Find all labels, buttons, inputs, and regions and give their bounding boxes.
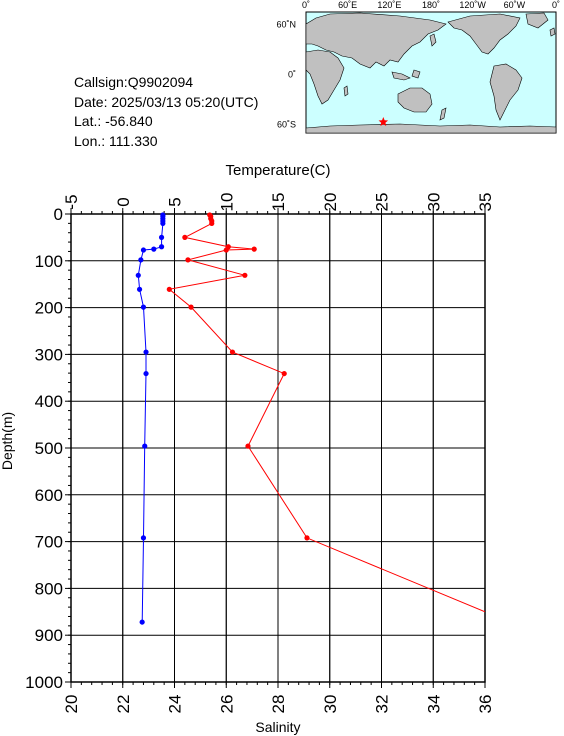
map-lat-label: 0˚ (288, 70, 296, 80)
y-tick-label: 200 (35, 299, 63, 318)
temperature-point (251, 246, 257, 252)
map-land (305, 12, 557, 134)
bottom-tick-label: 22 (114, 695, 133, 714)
lon-text: Lon.: 111.330 (74, 133, 158, 149)
salinity-point (138, 257, 144, 263)
map-lon-label: 60˚E (338, 0, 357, 10)
temperature-point (281, 370, 287, 377)
temperature-point (182, 234, 188, 240)
bottom-tick-label: 28 (269, 695, 288, 714)
lat-text: Lat.: -56.840 (74, 113, 153, 129)
top-tick-label: -5 (62, 194, 81, 209)
top-tick-label: 35 (476, 193, 495, 212)
temperature-point (166, 286, 172, 292)
map-lon-label: 180˚ (422, 0, 440, 10)
salinity-point (142, 443, 148, 449)
y-tick-label: 800 (35, 579, 63, 598)
y-tick-label: 0 (54, 205, 63, 224)
salinity-point (143, 349, 149, 355)
top-tick-label: 25 (373, 193, 392, 212)
y-tick-label: 900 (35, 626, 63, 645)
plot-grid (70, 213, 486, 683)
bottom-tick-label: 24 (166, 695, 185, 714)
y-tick-label: 600 (35, 486, 63, 505)
temperature-point (188, 304, 194, 310)
y-tick-label: 1000 (25, 673, 63, 692)
salinity-point (158, 234, 165, 240)
salinity-point (136, 286, 143, 292)
bottom-axis-title: Salinity (255, 719, 300, 735)
y-tick-label: 400 (35, 392, 63, 411)
temperature-point (229, 349, 236, 355)
map-lon-label: 120˚W (459, 0, 486, 10)
salinity-point (135, 272, 141, 278)
top-axis-title: Temperature(C) (225, 162, 330, 179)
salinity-point (158, 244, 165, 250)
top-tick-label: 10 (217, 193, 236, 212)
salinity-point (140, 247, 147, 253)
bottom-tick-label: 36 (476, 695, 495, 714)
salinity-line (137, 214, 164, 623)
salinity-point (143, 370, 149, 377)
map-lat-label: 60˚N (276, 20, 296, 30)
data-series (135, 212, 485, 625)
bottom-tick-label: 30 (321, 695, 340, 714)
temperature-point (223, 247, 229, 253)
bottom-tick-label: 20 (62, 695, 81, 714)
y-axis-title: Depth(m) (0, 412, 15, 470)
bottom-tick-label: 32 (373, 695, 392, 714)
temperature-line (168, 214, 485, 613)
temperature-point (304, 535, 310, 541)
y-tick-label: 100 (35, 252, 63, 271)
bottom-tick-label: 34 (424, 695, 443, 714)
top-tick-label: 15 (269, 193, 288, 212)
salinity-point (139, 619, 145, 625)
temperature-point (209, 220, 215, 226)
salinity-point (160, 220, 166, 226)
map-lon-label: 120˚E (377, 0, 401, 10)
callsign-text: Callsign:Q9902094 (74, 74, 193, 90)
map-lon-label: 0˚ (552, 0, 560, 10)
map-lon-label: 0˚ (302, 0, 310, 10)
temperature-point (245, 443, 251, 449)
top-tick-label: 20 (321, 193, 340, 212)
salinity-point (151, 246, 157, 252)
y-tick-label: 700 (35, 533, 63, 552)
date-text: Date: 2025/03/13 05:20(UTC) (74, 94, 258, 110)
bottom-tick-label: 26 (217, 695, 236, 714)
salinity-point (140, 304, 147, 310)
map-lat-label: 60˚S (277, 120, 296, 130)
world-map: 0˚ 60˚E 120˚E 180˚ 120˚W 60˚W 0˚ 60˚N 0˚ 60˚S (276, 0, 560, 134)
station-star-icon (378, 117, 389, 127)
map-lon-label: 60˚W (504, 0, 526, 10)
top-tick-label: 5 (166, 197, 185, 206)
temperature-point (185, 257, 191, 263)
temperature-point (242, 272, 248, 278)
y-tick-label: 500 (35, 439, 63, 458)
salinity-point (140, 535, 147, 541)
top-tick-label: 0 (114, 197, 133, 206)
y-tick-label: 300 (35, 345, 63, 364)
top-tick-label: 30 (424, 193, 443, 212)
